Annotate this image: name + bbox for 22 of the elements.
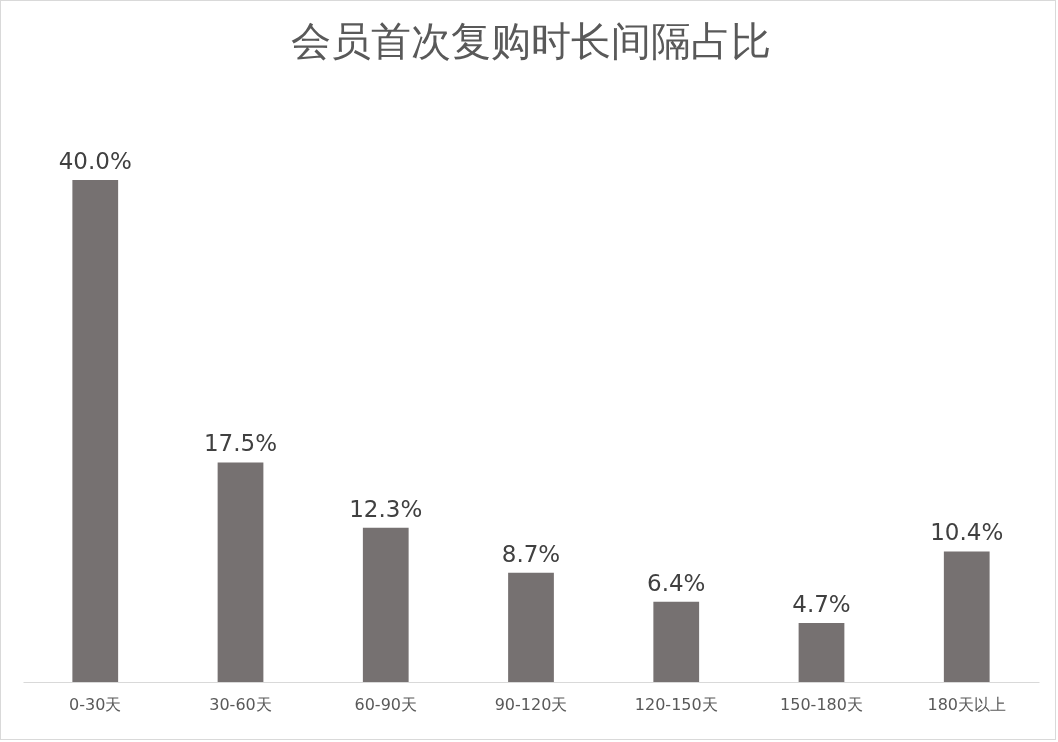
x-tick-label: 150-180天 bbox=[780, 694, 863, 714]
chart-title: 会员首次复购时长间隔占比 bbox=[291, 18, 771, 64]
bar bbox=[508, 572, 554, 682]
x-tick-label: 60-90天 bbox=[354, 694, 417, 714]
x-tick-label: 180天以上 bbox=[927, 694, 1007, 714]
data-label: 40.0% bbox=[58, 148, 132, 174]
x-tick-label: 30-60天 bbox=[209, 694, 272, 714]
x-tick-label: 90-120天 bbox=[494, 694, 568, 714]
x-tick-label: 0-30天 bbox=[69, 694, 122, 714]
data-label: 8.7% bbox=[501, 540, 561, 567]
x-tick-label: 120-150天 bbox=[634, 694, 718, 714]
data-label: 4.7% bbox=[792, 591, 851, 618]
data-label: 12.3% bbox=[349, 495, 423, 522]
bar bbox=[798, 623, 845, 682]
bar bbox=[362, 527, 409, 682]
bar bbox=[217, 462, 264, 682]
bar bbox=[72, 180, 119, 682]
data-label: 6.4% bbox=[647, 569, 706, 596]
data-label: 10.4% bbox=[930, 519, 1004, 546]
bar bbox=[653, 601, 700, 682]
data-label: 17.5% bbox=[203, 430, 278, 457]
bar bbox=[943, 551, 990, 682]
